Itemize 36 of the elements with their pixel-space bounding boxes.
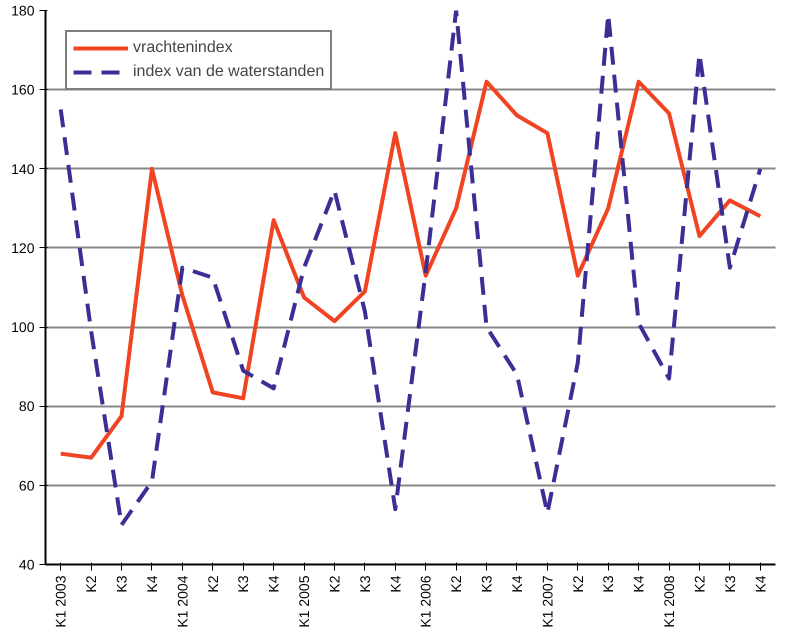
y-tick-label: 40 (18, 556, 35, 572)
x-tick-label: K1 2006 (418, 575, 434, 628)
x-tick-label: K2 (326, 575, 342, 593)
x-tick-label: K4 (144, 575, 160, 593)
x-tick-label: K1 2003 (52, 575, 69, 628)
x-tick-label: K3 (722, 575, 738, 593)
x-tick-label: K3 (356, 575, 373, 593)
y-tick-label: 180 (11, 2, 35, 18)
x-tick-label: K4 (508, 575, 525, 593)
x-tick-label: K2 (83, 575, 100, 593)
x-tick-label: K3 (235, 575, 252, 593)
y-tick-label: 120 (11, 240, 35, 256)
x-tick-label: K2 (448, 575, 464, 593)
x-tick-label: K1 2007 (539, 575, 556, 628)
y-tick-label: 80 (18, 398, 35, 414)
x-tick-label: K4 (752, 575, 768, 593)
x-tick-label: K1 2005 (296, 575, 312, 628)
x-tick-label: K1 2008 (661, 575, 678, 628)
line-series (58, 10, 762, 527)
x-tick-label: K4 (266, 575, 282, 593)
y-tick-label: 100 (11, 319, 35, 336)
x-tick-label: K1 2004 (174, 575, 190, 628)
line-series (58, 80, 762, 460)
y-tick-label: 60 (18, 477, 35, 494)
x-tick-label: K4 (630, 575, 647, 593)
x-tick-label: K2 (691, 575, 708, 593)
x-tick-label: K2 (570, 575, 586, 593)
x-tick-label: K3 (600, 575, 616, 593)
y-tick-label: 160 (11, 82, 35, 98)
x-tick-label: K2 (204, 575, 221, 593)
y-tick-label: 140 (11, 160, 35, 177)
x-tick-label: K3 (114, 575, 130, 593)
legend-label: index van de waterstanden (133, 63, 324, 81)
x-tick-label: K4 (387, 575, 404, 593)
x-tick-label: K3 (478, 575, 495, 593)
legend-label: vrachtenindex (133, 39, 233, 57)
